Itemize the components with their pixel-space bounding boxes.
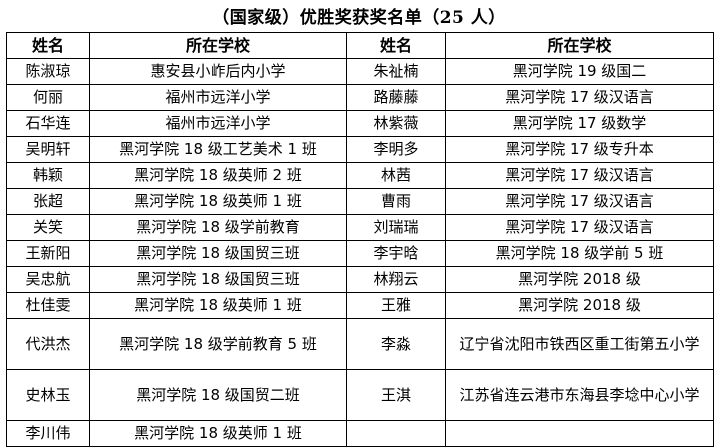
left-school-cell: 黑河学院 18 级学前教育 5 班 — [89, 318, 347, 370]
table-body: 陈淑琼 惠安县小岞后内小学 朱祉楠 黑河学院 19 级国二 何丽 福州市远洋小学 路藤藤 黑河… — [6, 58, 714, 447]
left-name-cell: 关笑 — [6, 214, 90, 241]
header-name-left: 姓名 — [6, 32, 90, 59]
left-school-cell: 黑河学院 18 级英师 2 班 — [89, 162, 347, 189]
left-name-cell: 石华连 — [6, 110, 90, 137]
left-school-cell: 黑河学院 18 级国贸三班 — [89, 240, 347, 267]
right-name-cell: 李明多 — [346, 136, 446, 163]
left-name-cell: 杜佳雯 — [6, 292, 90, 319]
left-name-cell: 韩颖 — [6, 162, 90, 189]
right-name-cell: 王雅 — [346, 292, 446, 319]
page-title: （国家级）优胜奖获奖名单（25 人） — [212, 8, 506, 28]
left-school-cell: 黑河学院 18 级学前教育 — [89, 214, 347, 241]
left-name-cell: 吴忠航 — [6, 266, 90, 293]
table-row: 代洪杰 黑河学院 18 级学前教育 5 班李淼 辽宁省沈阳市铁西区重工街第五小学 — [6, 318, 714, 370]
right-school-cell: 黑河学院 2018 级 — [445, 292, 714, 319]
left-name-cell: 陈淑琼 — [6, 58, 90, 85]
table-row: 石华连 福州市远洋小学 林紫薇 黑河学院 17 级数学 — [6, 110, 714, 137]
right-school-cell: 黑河学院 17 级汉语言 — [445, 188, 714, 215]
header-row: 姓名 所在学校 姓名 所在学校 — [6, 32, 714, 59]
table-row: 史林玉 黑河学院 18 级国贸二班 王淇 江苏省连云港市东海县李埝中心小学 — [6, 369, 714, 421]
header-name-right: 姓名 — [346, 32, 446, 59]
right-school-cell: 黑河学院 18 级学前 5 班 — [445, 240, 714, 267]
left-name-cell: 张超 — [6, 188, 90, 215]
left-school-cell: 福州市远洋小学 — [89, 110, 347, 137]
right-name-cell: 路藤藤 — [346, 84, 446, 111]
right-school-cell: 黑河学院 19 级国二 — [445, 58, 714, 85]
right-school-cell: 黑河学院 2018 级 — [445, 266, 714, 293]
right-name-cell — [346, 420, 446, 447]
right-school-cell: 江苏省连云港市东海县李埝中心小学 — [445, 369, 714, 421]
right-school-cell: 辽宁省沈阳市铁西区重工街第五小学 — [445, 318, 714, 370]
table-row: 吴明轩 黑河学院 18 级工艺美术 1 班李明多 黑河学院 17 级专升本 — [6, 136, 714, 163]
right-name-cell: 林紫薇 — [346, 110, 446, 137]
left-school-cell: 黑河学院 18 级工艺美术 1 班 — [89, 136, 347, 163]
left-school-cell: 黑河学院 18 级国贸二班 — [89, 369, 347, 421]
left-school-cell: 福州市远洋小学 — [89, 84, 347, 111]
table-row: 张超 黑河学院 18 级英师 1 班曹雨 黑河学院 17 级汉语言 — [6, 188, 714, 215]
left-name-cell: 王新阳 — [6, 240, 90, 267]
left-school-cell: 黑河学院 18 级英师 1 班 — [89, 292, 347, 319]
left-name-cell: 吴明轩 — [6, 136, 90, 163]
table-row: 何丽 福州市远洋小学 路藤藤 黑河学院 17 级汉语言 — [6, 84, 714, 111]
right-school-cell: 黑河学院 17 级数学 — [445, 110, 714, 137]
table-row: 吴忠航 黑河学院 18 级国贸三班 林翔云 黑河学院 2018 级 — [6, 266, 714, 293]
right-school-cell: 黑河学院 17 级汉语言 — [445, 162, 714, 189]
left-school-cell: 黑河学院 18 级英师 1 班 — [89, 420, 347, 447]
right-school-cell: 黑河学院 17 级汉语言 — [445, 84, 714, 111]
right-name-cell: 林茜 — [346, 162, 446, 189]
right-name-cell: 朱祉楠 — [346, 58, 446, 85]
header-school-right: 所在学校 — [445, 32, 714, 59]
table-row: 李川伟 黑河学院 18 级英师 1 班 — [6, 420, 714, 447]
left-school-cell: 黑河学院 18 级英师 1 班 — [89, 188, 347, 215]
left-name-cell: 代洪杰 — [6, 318, 90, 370]
table-row: 杜佳雯 黑河学院 18 级英师 1 班王雅 黑河学院 2018 级 — [6, 292, 714, 319]
right-name-cell: 王淇 — [346, 369, 446, 421]
header-school-left: 所在学校 — [89, 32, 347, 59]
right-name-cell: 刘瑞瑞 — [346, 214, 446, 241]
table-row: 关笑 黑河学院 18 级学前教育 刘瑞瑞 黑河学院 17 级汉语言 — [6, 214, 714, 241]
right-name-cell: 曹雨 — [346, 188, 446, 215]
left-name-cell: 史林玉 — [6, 369, 90, 421]
award-table: 姓名 所在学校 姓名 所在学校 陈淑琼 惠安县小岞后内小学 朱祉楠 黑河学院 19 级… — [6, 32, 714, 447]
left-name-cell: 李川伟 — [6, 420, 90, 447]
right-school-cell: 黑河学院 17 级专升本 — [445, 136, 714, 163]
table-row: 韩颖 黑河学院 18 级英师 2 班林茜 黑河学院 17 级汉语言 — [6, 162, 714, 189]
left-school-cell: 黑河学院 18 级国贸三班 — [89, 266, 347, 293]
table-row: 王新阳 黑河学院 18 级国贸三班 李宇晗 黑河学院 18 级学前 5 班 — [6, 240, 714, 267]
right-name-cell: 李淼 — [346, 318, 446, 370]
left-name-cell: 何丽 — [6, 84, 90, 111]
left-school-cell: 惠安县小岞后内小学 — [89, 58, 347, 85]
right-school-cell: 黑河学院 17 级汉语言 — [445, 214, 714, 241]
right-name-cell: 李宇晗 — [346, 240, 446, 267]
right-name-cell: 林翔云 — [346, 266, 446, 293]
right-school-cell — [445, 420, 714, 447]
table-row: 陈淑琼 惠安县小岞后内小学 朱祉楠 黑河学院 19 级国二 — [6, 58, 714, 85]
